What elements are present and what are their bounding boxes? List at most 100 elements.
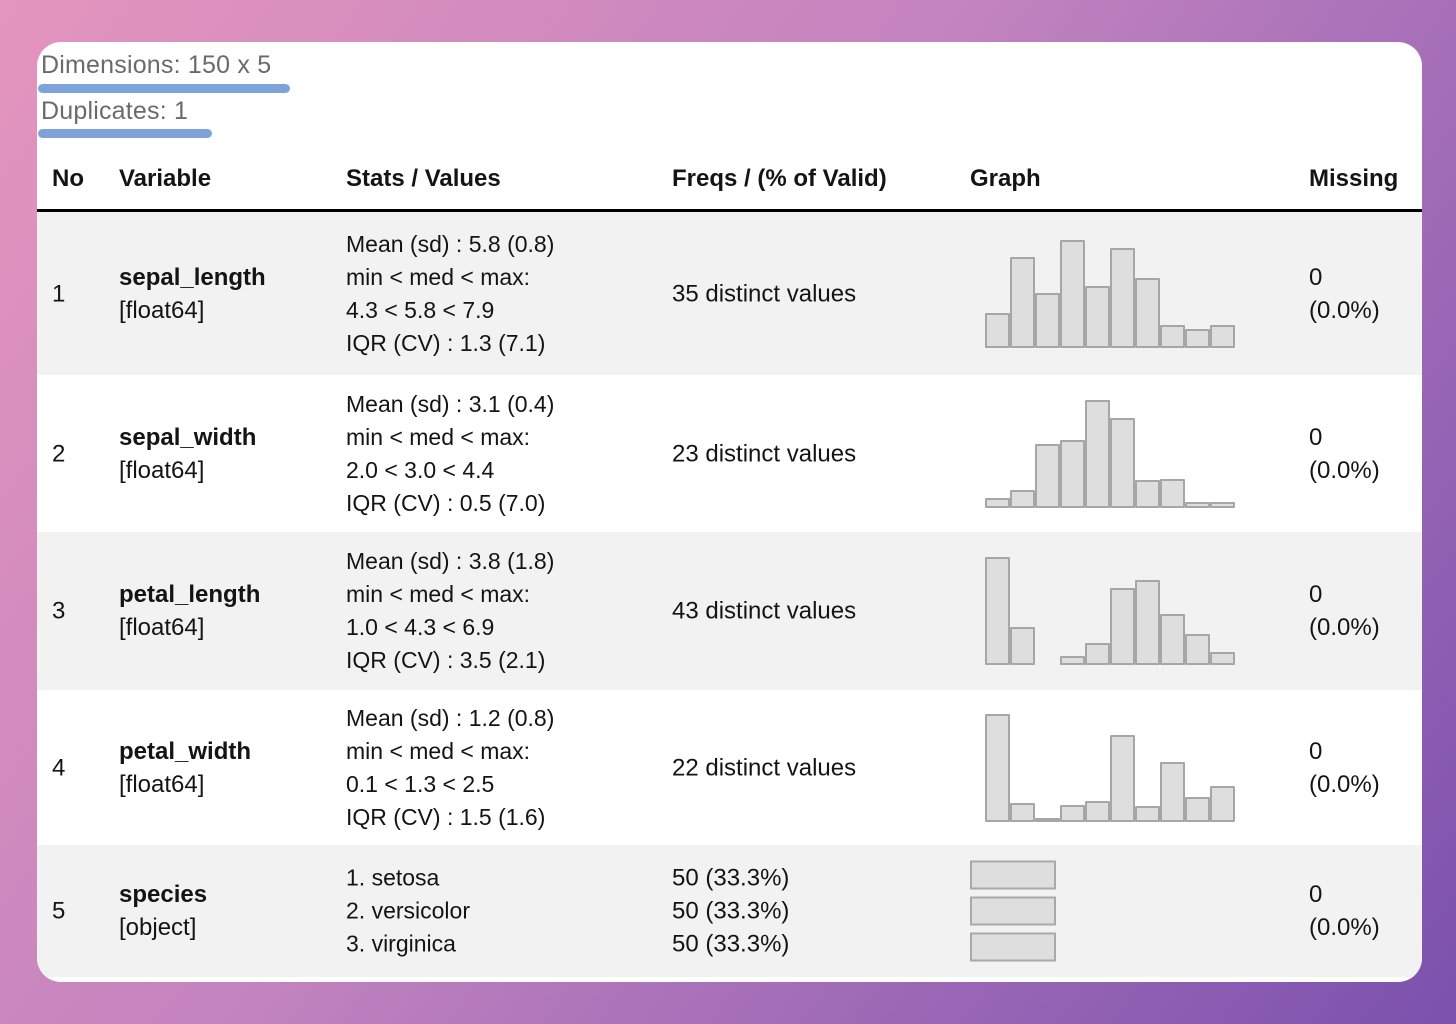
histogram-bar (1010, 489, 1035, 508)
graph-cell (970, 860, 1304, 962)
summary-card: Dimensions: 150 x 5 Duplicates: 1 No Var… (37, 42, 1422, 982)
histogram-bar (1210, 652, 1235, 665)
stats-line: 2. versicolor (346, 897, 470, 924)
table-row: 3 petal_length [float64] Mean (sd) : 3.8… (37, 532, 1422, 690)
missing-count: 0 (1309, 881, 1323, 908)
histogram-bar (1110, 247, 1135, 348)
histogram-bar (1060, 439, 1085, 508)
freqs-line: 50 (33.3%) (672, 930, 790, 958)
variable-name: petal_width (119, 737, 252, 765)
category-bar (970, 896, 1056, 926)
histogram-bar (1010, 256, 1035, 348)
histogram-bar (1210, 785, 1235, 822)
stats-line: min < med < max: (346, 423, 531, 450)
histogram (985, 239, 1304, 348)
graph-cell (970, 713, 1304, 822)
dimensions-label: Dimensions: 150 x 5 (41, 51, 272, 79)
missing-cell: 0 (0.0%) (1309, 578, 1419, 644)
missing-count: 0 (1309, 263, 1323, 291)
histogram-bar (1185, 501, 1210, 508)
graph-cell (970, 399, 1304, 508)
histogram-bar (1085, 285, 1110, 348)
histogram (985, 713, 1304, 822)
histogram-bar (1160, 614, 1185, 665)
histogram-bar (985, 312, 1010, 348)
histogram-bar (1160, 324, 1185, 348)
header-stats-values: Stats / Values (346, 165, 501, 192)
row-number: 2 (52, 440, 66, 467)
freqs-line: 22 distinct values (672, 754, 857, 781)
stats-line: min < med < max: (346, 263, 531, 290)
histogram (985, 557, 1304, 665)
variable-name: species (119, 881, 208, 908)
row-number: 1 (52, 280, 66, 307)
stats-line: 1. setosa (346, 864, 440, 891)
histogram-bar (1085, 643, 1110, 665)
histogram-bar (1035, 443, 1060, 508)
table-row: 4 petal_width [float64] Mean (sd) : 1.2 … (37, 690, 1422, 845)
missing-percent: (0.0%) (1309, 614, 1380, 641)
stats-cell: Mean (sd) : 3.8 (1.8) min < med < max: 1… (346, 545, 668, 677)
stats-line: 0.1 < 1.3 < 2.5 (346, 770, 495, 797)
histogram-bar (1160, 761, 1185, 822)
stats-line: 1.0 < 4.3 < 6.9 (346, 614, 495, 640)
row-number: 5 (52, 897, 66, 925)
histogram-bar (1060, 804, 1085, 822)
freqs-cell: 43 distinct values (672, 595, 964, 628)
header-freqs: Freqs / (% of Valid) (672, 165, 887, 192)
histogram-bar (1185, 634, 1210, 665)
stats-line: min < med < max: (346, 581, 531, 607)
stats-line: Mean (sd) : 5.8 (0.8) (346, 230, 555, 257)
histogram-bar (1060, 656, 1085, 665)
stats-line: IQR (CV) : 3.5 (2.1) (346, 647, 546, 673)
stats-line: min < med < max: (346, 737, 531, 764)
histogram-bar (1085, 800, 1110, 822)
stats-cell: Mean (sd) : 5.8 (0.8) min < med < max: 4… (346, 228, 668, 360)
header-missing: Missing (1309, 165, 1399, 192)
variable-dtype: [float64] (119, 770, 205, 798)
graph-cell (970, 557, 1304, 665)
variable-name: sepal_width (119, 423, 257, 451)
header-graph: Graph (970, 165, 1041, 192)
dimensions-underline (38, 84, 290, 93)
missing-cell: 0 (0.0%) (1309, 878, 1419, 944)
freqs-cell: 23 distinct values (672, 437, 964, 470)
freqs-line: 35 distinct values (672, 280, 857, 307)
freqs-cell: 50 (33.3%) 50 (33.3%) 50 (33.3%) (672, 862, 964, 961)
stats-cell: 1. setosa 2. versicolor 3. virginica (346, 862, 668, 961)
table-row: 1 sepal_length [float64] Mean (sd) : 5.8… (37, 212, 1422, 375)
freqs-line: 50 (33.3%) (672, 897, 790, 925)
header-variable: Variable (119, 165, 212, 192)
histogram-bar (1210, 501, 1235, 508)
duplicates-underline (38, 129, 212, 138)
histogram-bar (1160, 478, 1185, 508)
freqs-line: 23 distinct values (672, 440, 857, 467)
row-number: 3 (52, 597, 66, 625)
stats-line: 3. virginica (346, 930, 456, 957)
missing-cell: 0 (0.0%) (1309, 421, 1419, 487)
stats-line: Mean (sd) : 3.8 (1.8) (346, 548, 555, 574)
variable-name: petal_length (119, 581, 261, 608)
missing-count: 0 (1309, 581, 1323, 608)
histogram-bar (1185, 328, 1210, 348)
histogram-bar (1060, 239, 1085, 348)
stats-line: 2.0 < 3.0 < 4.4 (346, 456, 495, 483)
histogram-bar (985, 497, 1010, 508)
row-number: 4 (52, 754, 66, 781)
stats-line: IQR (CV) : 1.5 (1.6) (346, 803, 546, 830)
variable-cell: petal_length [float64] (119, 578, 341, 644)
histogram-bar (1110, 588, 1135, 665)
histogram-bar (1110, 734, 1135, 822)
table-row: 5 species [object] 1. setosa 2. versicol… (37, 845, 1422, 977)
histogram-bar (1135, 580, 1160, 665)
missing-percent: (0.0%) (1309, 296, 1380, 324)
header-no: No (52, 165, 84, 192)
missing-cell: 0 (0.0%) (1309, 735, 1419, 801)
variable-cell: species [object] (119, 878, 341, 944)
histogram-bar (1110, 417, 1135, 508)
stats-line: Mean (sd) : 3.1 (0.4) (346, 390, 555, 417)
variable-name: sepal_length (119, 263, 266, 291)
histogram-bar (1010, 802, 1035, 822)
histogram-bar (985, 713, 1010, 822)
histogram-bar (1035, 817, 1060, 822)
